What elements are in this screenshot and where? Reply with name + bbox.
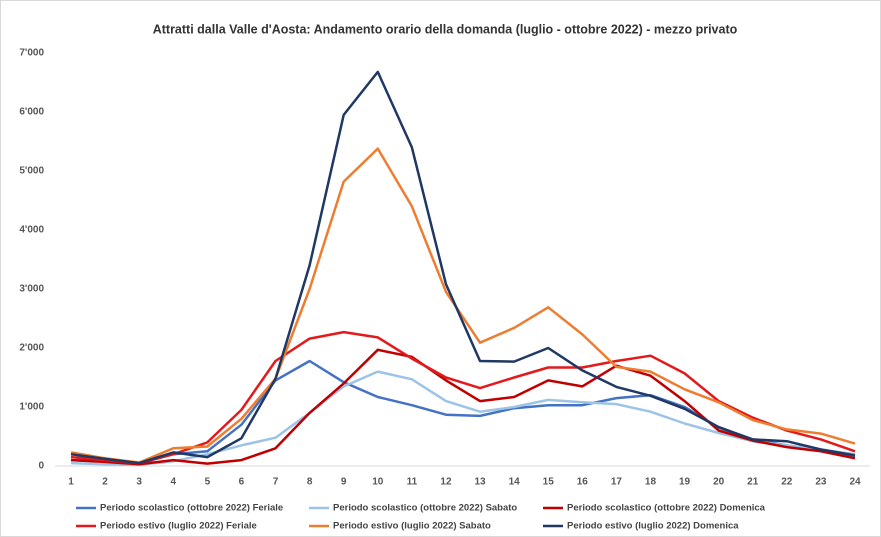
x-tick-label: 3 [136,477,142,488]
x-tick-label: 21 [747,477,759,488]
legend-label: Periodo estivo (luglio 2022) Domenica [567,521,739,532]
x-tick-label: 1 [68,477,74,488]
y-tick-label: 5'000 [19,166,44,177]
x-tick-label: 9 [341,477,347,488]
series-line [70,348,856,466]
x-tick-label: 11 [407,477,418,488]
x-tick-label: 12 [440,477,452,488]
y-tick-label: 1'000 [19,402,44,413]
y-tick-label: 7'000 [19,48,44,59]
legend-label: Periodo scolastico (ottobre 2022) Domeni… [567,503,766,514]
y-tick-label: 2'000 [19,343,44,354]
x-tick-label: 2 [102,477,108,488]
legend-label: Periodo scolastico (ottobre 2022) Sabato [333,503,517,514]
x-tick-label: 16 [577,477,589,488]
x-tick-label: 14 [509,477,521,488]
y-tick-label: 4'000 [19,225,44,236]
x-tick-label: 17 [611,477,623,488]
x-tick-label: 23 [815,477,827,488]
legend-label: Periodo scolastico (ottobre 2022) Ferial… [100,503,283,514]
x-tick-label: 5 [205,477,211,488]
x-tick-label: 8 [307,477,313,488]
x-tick-label: 18 [645,477,657,488]
x-tick-label: 15 [543,477,555,488]
x-tick-label: 10 [372,477,384,488]
x-tick-label: 13 [474,477,486,488]
y-tick-label: 0 [38,461,44,472]
legend-label: Periodo estivo (luglio 2022) Sabato [333,521,491,532]
legend-label: Periodo estivo (luglio 2022) Feriale [100,521,257,532]
y-tick-label: 6'000 [19,107,44,118]
series-line [70,70,856,465]
y-tick-label: 3'000 [19,284,44,295]
x-tick-label: 22 [781,477,793,488]
series-line [70,147,856,464]
x-tick-label: 20 [713,477,725,488]
x-tick-label: 6 [239,477,245,488]
x-tick-label: 7 [273,477,279,488]
x-tick-label: 4 [170,477,176,488]
x-tick-label: 19 [679,477,691,488]
chart-title: Attratti dalla Valle d'Aosta: Andamento … [153,22,738,36]
x-tick-label: 24 [849,477,861,488]
